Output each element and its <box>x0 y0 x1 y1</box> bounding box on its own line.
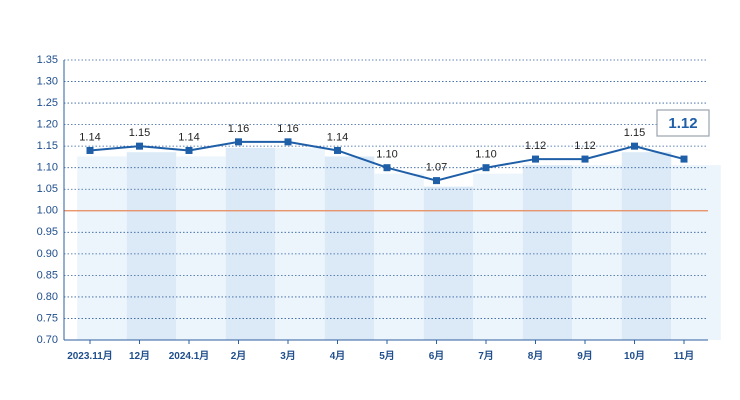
data-label-4: 1.16 <box>277 123 298 135</box>
y-tick-labels: 1.35 1.30 1.25 1.20 1.15 1.10 1.05 1.00 0.95 0.90… <box>37 54 58 346</box>
y-tick-label-0.80: 0.80 <box>37 291 58 303</box>
x-tick-label-4: 3月 <box>280 350 296 362</box>
y-tick-label-1.25: 1.25 <box>37 97 58 109</box>
x-tick-labels: 2023.11月 12月 2024.1月 2月 3月 4月 5月 6月 7月 8月 9月 10月 11月 <box>67 340 694 362</box>
background-band-1 <box>126 152 177 340</box>
y-tick-label-1.05: 1.05 <box>37 183 58 195</box>
data-labels: 1.14 1.15 1.14 1.16 1.16 1.14 1.10 1.07 1.10 1.12… <box>79 123 645 174</box>
data-label-1: 1.15 <box>129 127 150 139</box>
background-band-5 <box>324 156 375 340</box>
y-tick-label-0.70: 0.70 <box>37 334 58 346</box>
background-band-6 <box>374 173 424 340</box>
background-band-3 <box>225 147 276 340</box>
x-tick-label-2: 2024.1月 <box>169 350 210 362</box>
data-label-10: 1.12 <box>574 140 595 152</box>
x-tick-label-6: 5月 <box>379 350 395 362</box>
background-band-2 <box>176 156 226 340</box>
data-label-3: 1.16 <box>228 123 249 135</box>
y-tick-label-0.90: 0.90 <box>37 248 58 260</box>
background-band-4 <box>275 147 325 340</box>
x-tick-label-8: 7月 <box>478 350 494 362</box>
background-band-0 <box>77 156 127 340</box>
y-tick-label-1.15: 1.15 <box>37 140 58 152</box>
data-markers <box>86 138 688 185</box>
gridlines <box>64 59 708 341</box>
x-tick-label-3: 2月 <box>231 350 247 362</box>
data-label-7: 1.07 <box>426 162 447 174</box>
data-marker-4 <box>284 138 292 146</box>
background-band-8 <box>473 173 523 340</box>
y-tick-label-1.30: 1.30 <box>37 75 58 87</box>
data-label-11: 1.15 <box>624 127 645 139</box>
data-marker-6 <box>383 164 391 172</box>
latest-value-badge-box <box>656 109 710 137</box>
y-tick-label-0.95: 0.95 <box>37 226 58 238</box>
x-tick-label-10: 9月 <box>577 350 593 362</box>
data-marker-12 <box>680 155 688 163</box>
y-tick-label-0.85: 0.85 <box>37 269 58 281</box>
x-tick-label-0: 2023.11月 <box>67 350 113 362</box>
y-tick-label-1.20: 1.20 <box>37 119 58 131</box>
y-tick-label-1.10: 1.10 <box>37 162 58 174</box>
background-band-9 <box>522 165 573 340</box>
data-marker-9 <box>532 155 539 163</box>
data-marker-0 <box>86 146 94 154</box>
background-band-7 <box>423 186 474 340</box>
data-marker-1 <box>136 142 143 150</box>
data-marker-5 <box>334 146 341 154</box>
data-marker-10 <box>581 155 589 163</box>
background-band-11 <box>621 152 672 340</box>
x-tick-label-9: 8月 <box>528 350 544 362</box>
data-label-9: 1.12 <box>525 140 546 152</box>
data-label-0: 1.14 <box>79 131 100 143</box>
x-tick-label-11: 10月 <box>624 350 645 362</box>
background-band-12 <box>671 165 721 340</box>
x-tick-label-5: 4月 <box>330 350 346 362</box>
data-marker-3 <box>235 138 242 146</box>
latest-value-badge-text: 1.12 <box>668 115 697 132</box>
data-marker-11 <box>631 142 638 150</box>
data-label-6: 1.10 <box>376 149 397 161</box>
y-tick-label-0.75: 0.75 <box>37 312 58 324</box>
x-tick-label-1: 12月 <box>129 350 150 362</box>
data-label-5: 1.14 <box>327 131 348 143</box>
x-tick-label-12: 11月 <box>674 350 695 362</box>
latest-value-badge: 1.12 <box>656 109 710 137</box>
x-tick-label-7: 6月 <box>429 350 445 362</box>
y-tick-label-1.35: 1.35 <box>37 54 58 66</box>
background-band-10 <box>572 165 622 340</box>
data-marker-2 <box>185 146 193 154</box>
data-marker-8 <box>482 164 490 172</box>
y-tick-label-1.00: 1.00 <box>37 205 58 217</box>
background-bands <box>77 147 721 340</box>
data-label-2: 1.14 <box>178 131 199 143</box>
data-label-8: 1.10 <box>475 149 496 161</box>
data-marker-7 <box>433 177 440 185</box>
